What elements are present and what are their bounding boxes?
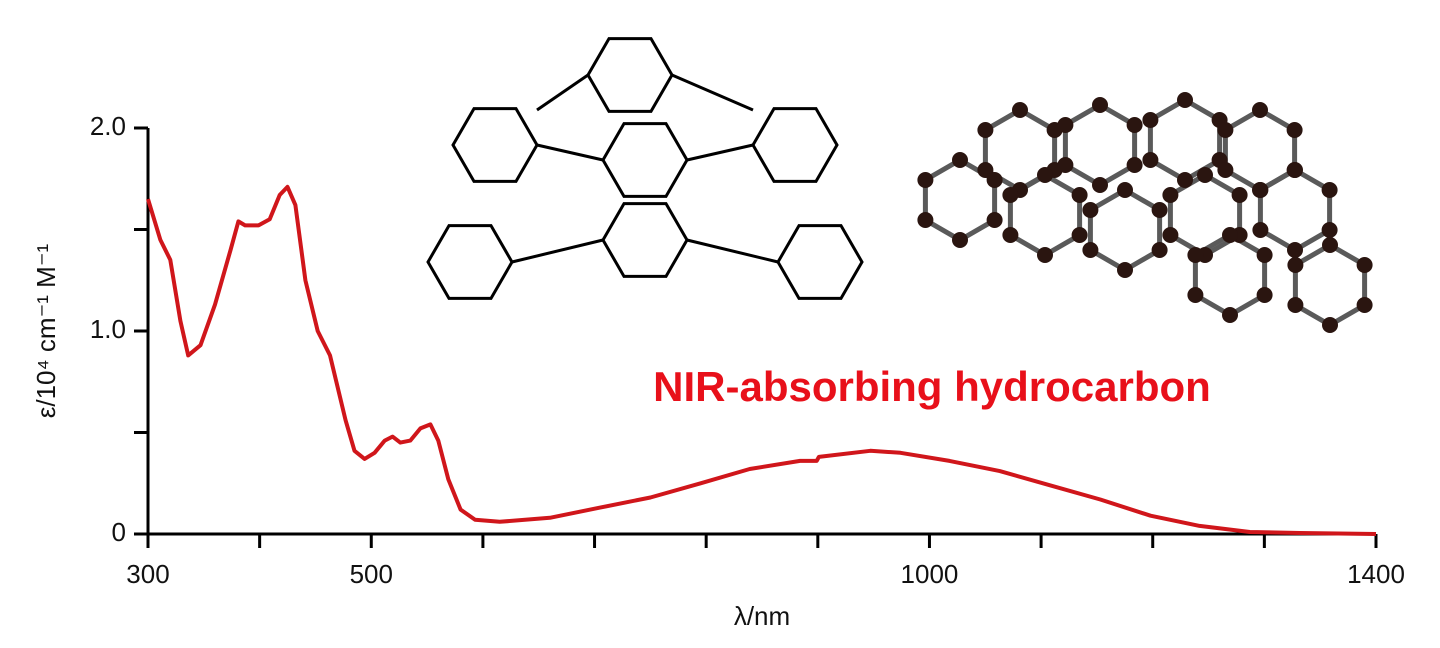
atom <box>1197 167 1213 183</box>
atom <box>1151 202 1168 218</box>
atom <box>1071 187 1088 203</box>
atom <box>1117 262 1133 278</box>
x-tick-label: 1000 <box>901 559 959 589</box>
atom <box>1287 257 1304 273</box>
spectrum-line <box>146 184 1377 536</box>
annotation: NIR-absorbing hydrocarbon <box>653 363 1211 410</box>
atom <box>1256 247 1273 263</box>
atom <box>1126 117 1143 133</box>
atom <box>1082 242 1099 258</box>
atom <box>1142 152 1159 168</box>
atom <box>1252 182 1269 198</box>
x-axis-label: λ/nm <box>734 601 790 631</box>
x-tick-label: 500 <box>350 559 393 589</box>
y-axis-label: ε/10⁴ cm⁻¹ M⁻¹ <box>31 243 61 418</box>
atom <box>1151 242 1168 258</box>
atom <box>986 172 1003 188</box>
atom <box>986 212 1003 228</box>
atom <box>1222 227 1238 243</box>
atom <box>1177 172 1193 188</box>
atom <box>1256 287 1273 303</box>
atom <box>1092 97 1108 113</box>
atom <box>1037 167 1053 183</box>
atom <box>952 232 968 248</box>
x-tick-label: 1400 <box>1347 559 1405 589</box>
atom <box>1252 222 1269 238</box>
atom <box>952 152 968 168</box>
atom <box>1002 187 1019 203</box>
atom <box>1321 182 1338 198</box>
atom <box>1217 162 1234 178</box>
ball-and-stick-model <box>917 92 1373 333</box>
atom <box>1012 102 1028 118</box>
atom <box>1162 187 1179 203</box>
atom <box>1177 92 1193 108</box>
atom <box>1162 227 1179 243</box>
atom <box>1126 157 1143 173</box>
atom <box>1057 157 1074 173</box>
atom <box>1071 227 1088 243</box>
atom <box>1287 242 1303 258</box>
atom <box>977 122 994 138</box>
atom <box>1187 287 1204 303</box>
atom <box>1286 122 1303 138</box>
atom <box>1356 297 1373 313</box>
atom <box>1217 122 1234 138</box>
y-tick-label: 1.0 <box>90 314 126 344</box>
atom <box>1002 227 1019 243</box>
atom <box>1231 187 1248 203</box>
atom <box>917 212 934 228</box>
atom <box>1252 102 1268 118</box>
atom <box>1082 202 1099 218</box>
atom <box>1142 112 1159 128</box>
y-tick-label: 0 <box>112 517 126 547</box>
atom <box>1117 182 1133 198</box>
atom <box>1322 237 1338 253</box>
structural-formula <box>426 37 864 300</box>
x-tick-label: 300 <box>126 559 169 589</box>
atom <box>1322 317 1338 333</box>
atom <box>1287 162 1303 178</box>
atom <box>1037 247 1053 263</box>
atom <box>1092 177 1108 193</box>
atom <box>1187 247 1204 263</box>
atom <box>917 172 934 188</box>
y-tick-label: 2.0 <box>90 111 126 141</box>
atom <box>1057 117 1074 133</box>
atom <box>1356 257 1373 273</box>
atom <box>1222 307 1238 323</box>
atom <box>1287 297 1304 313</box>
atom <box>1321 222 1338 238</box>
